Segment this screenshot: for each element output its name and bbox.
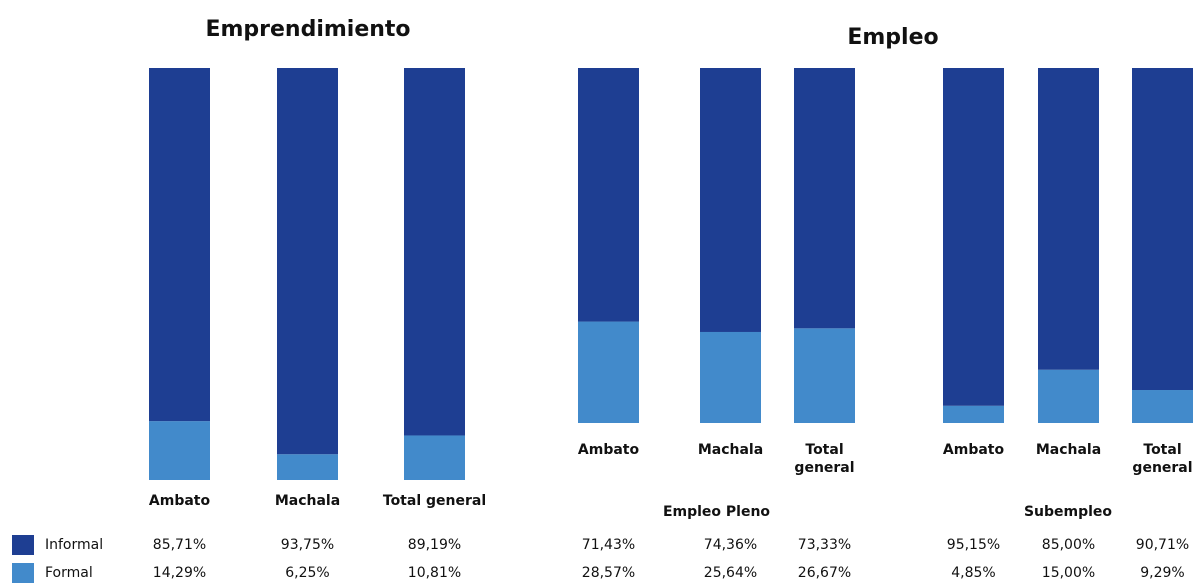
- chart-title: Emprendimiento: [205, 17, 410, 42]
- bar-segment: [1038, 68, 1099, 370]
- bar-segment: [149, 68, 210, 422]
- bar-segment: [794, 68, 855, 329]
- value-label: 25,64%: [704, 565, 757, 581]
- bar-segment: [578, 321, 639, 423]
- value-label: 10,81%: [408, 565, 461, 581]
- legend-label: Formal: [45, 565, 93, 581]
- bar-segment: [404, 435, 465, 480]
- bar-segment: [700, 68, 761, 332]
- x-tick-label: Total general: [1132, 442, 1192, 476]
- x-tick-label: Total general: [794, 442, 854, 476]
- bar-segment: [578, 68, 639, 322]
- group-label: Empleo Pleno: [663, 504, 770, 520]
- x-tick-label: Machala: [698, 442, 763, 458]
- value-label: 4,85%: [951, 565, 995, 581]
- value-label: 93,75%: [281, 537, 334, 553]
- value-label: 95,15%: [947, 537, 1000, 553]
- bar-segment: [1132, 68, 1193, 391]
- group-label: Subempleo: [1024, 504, 1112, 520]
- value-label: 90,71%: [1136, 537, 1189, 553]
- value-label: 85,00%: [1042, 537, 1095, 553]
- x-tick-label: Machala: [275, 493, 340, 509]
- value-label: 85,71%: [153, 537, 206, 553]
- value-label: 14,29%: [153, 565, 206, 581]
- x-tick-label: Machala: [1036, 442, 1101, 458]
- bar-segment: [943, 405, 1004, 423]
- value-label: 71,43%: [582, 537, 635, 553]
- bar-segment: [943, 68, 1004, 406]
- value-label: 15,00%: [1042, 565, 1095, 581]
- value-label: 89,19%: [408, 537, 461, 553]
- x-tick-label: Ambato: [578, 442, 640, 458]
- bar-segment: [1038, 369, 1099, 423]
- bar-segment: [277, 454, 338, 480]
- x-tick-label: Total general: [383, 493, 486, 509]
- bar-segment: [700, 331, 761, 423]
- bar-segment: [149, 421, 210, 480]
- value-label: 73,33%: [798, 537, 851, 553]
- x-tick-label: Ambato: [149, 493, 211, 509]
- legend-swatch: [12, 535, 34, 555]
- bar-segment: [404, 68, 465, 436]
- x-tick-label: Ambato: [943, 442, 1005, 458]
- bar-segment: [1132, 390, 1193, 423]
- value-label: 9,29%: [1140, 565, 1184, 581]
- legend-swatch: [12, 563, 34, 583]
- value-label: 74,36%: [704, 537, 757, 553]
- bar-segment: [277, 68, 338, 455]
- value-label: 28,57%: [582, 565, 635, 581]
- bar-segment: [794, 328, 855, 423]
- value-label: 6,25%: [285, 565, 329, 581]
- value-label: 26,67%: [798, 565, 851, 581]
- legend-label: Informal: [45, 537, 103, 553]
- chart-title: Empleo: [847, 25, 938, 50]
